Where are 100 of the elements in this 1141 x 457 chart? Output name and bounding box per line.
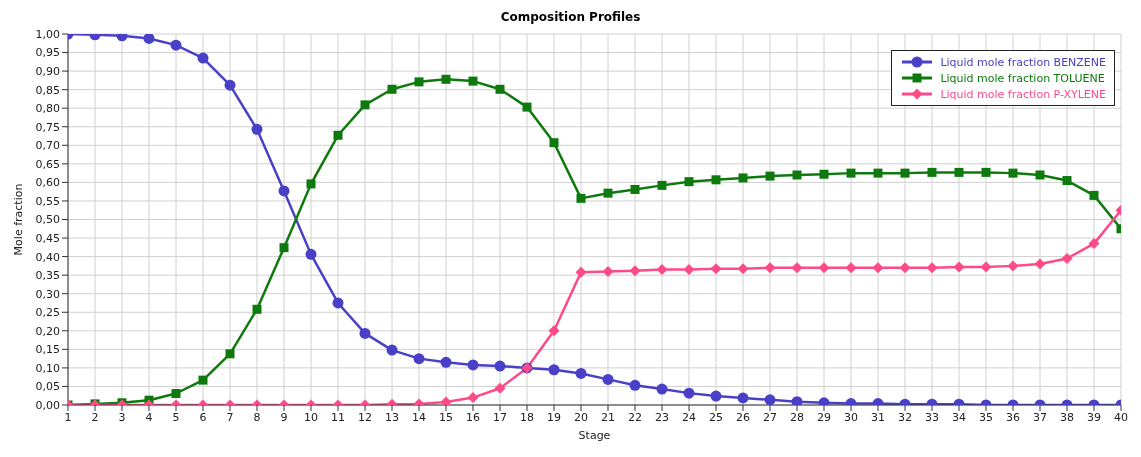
- point: [710, 263, 722, 275]
- y-tick-label: 0,30: [35, 287, 60, 301]
- x-axis-title: Stage: [578, 429, 611, 442]
- x-tick-label: 6: [199, 410, 207, 424]
- point: [548, 325, 560, 337]
- x-tick-label: 4: [145, 410, 153, 424]
- x-tick-label: 39: [1087, 410, 1101, 424]
- point: [737, 392, 749, 404]
- legend-label: Liquid mole fraction P-XYLENE: [940, 87, 1106, 101]
- chart-title: Composition Profiles: [499, 9, 642, 26]
- point: [953, 261, 965, 273]
- point: [764, 394, 776, 405]
- point: [683, 264, 695, 276]
- x-tick-label: 17: [493, 410, 507, 424]
- y-tick-label: 0,15: [35, 343, 60, 357]
- point: [224, 79, 236, 91]
- point: [440, 396, 452, 405]
- point: [683, 387, 695, 399]
- point: [630, 184, 640, 194]
- point: [656, 264, 668, 276]
- y-tick-label: 0,70: [35, 139, 60, 153]
- point: [441, 74, 451, 84]
- y-tick-label: 0,10: [35, 361, 60, 375]
- y-tick-label: 0,35: [35, 269, 60, 283]
- x-tick-label: 36: [1006, 410, 1020, 424]
- point: [954, 167, 964, 177]
- point: [711, 175, 721, 185]
- point: [197, 52, 209, 64]
- point: [845, 262, 857, 274]
- point: [170, 39, 182, 51]
- point: [1008, 168, 1018, 178]
- y-tick-label: 0,00: [35, 398, 60, 412]
- y-tick-label: 0,20: [35, 324, 60, 338]
- point: [467, 392, 479, 404]
- x-tick-label: 37: [1033, 410, 1047, 424]
- x-tick-label: 25: [709, 410, 723, 424]
- point: [171, 389, 181, 398]
- x-tick-label: 1: [64, 410, 72, 424]
- point: [900, 168, 910, 178]
- point: [413, 353, 425, 365]
- point: [1034, 258, 1046, 270]
- x-tick-label: 7: [226, 410, 234, 424]
- point: [414, 77, 424, 87]
- y-tick-label: 0,50: [35, 213, 60, 227]
- point: [440, 356, 452, 368]
- point: [522, 102, 532, 112]
- point: [981, 167, 991, 177]
- point: [1035, 170, 1045, 180]
- y-tick-label: 0,80: [35, 102, 60, 116]
- y-tick-label: 0,45: [35, 231, 60, 245]
- point: [386, 344, 398, 356]
- x-tick-label: 28: [790, 410, 804, 424]
- x-tick-label: 40: [1114, 410, 1128, 424]
- x-tick-label: 15: [439, 410, 453, 424]
- point: [468, 76, 478, 86]
- y-tick-label: 0,85: [35, 83, 60, 97]
- x-tick-label: 24: [682, 410, 696, 424]
- x-tick-label: 32: [898, 410, 912, 424]
- x-tick-label: 3: [118, 410, 126, 424]
- x-tick-label: 8: [253, 410, 261, 424]
- y-tick-label: 0,75: [35, 120, 60, 134]
- y-tick-label: 0,60: [35, 176, 60, 190]
- y-tick-label: 1,00: [35, 27, 60, 41]
- x-tick-label: 23: [655, 410, 669, 424]
- point: [980, 261, 992, 273]
- point: [602, 373, 614, 385]
- point: [467, 359, 479, 371]
- point: [198, 375, 208, 385]
- point: [899, 262, 911, 274]
- x-tick-label: 29: [817, 410, 831, 424]
- point: [548, 364, 560, 376]
- x-tick-label: 31: [871, 410, 885, 424]
- x-tick-label: 14: [412, 410, 426, 424]
- point: [818, 262, 830, 274]
- point: [360, 100, 370, 110]
- point: [494, 382, 506, 394]
- point: [602, 265, 614, 277]
- legend-label: Liquid mole fraction BENZENE: [940, 55, 1106, 69]
- point: [819, 169, 829, 179]
- x-tick-label: 9: [280, 410, 288, 424]
- x-tick-label: 30: [844, 410, 858, 424]
- point: [791, 262, 803, 274]
- point: [332, 297, 344, 309]
- y-tick-label: 0,65: [35, 157, 60, 171]
- point: [629, 265, 641, 277]
- point: [792, 170, 802, 180]
- x-tick-label: 16: [466, 410, 480, 424]
- x-tick-label: 20: [574, 410, 588, 424]
- point: [873, 168, 883, 178]
- point: [278, 185, 290, 197]
- x-tick-label: 34: [952, 410, 966, 424]
- point: [656, 383, 668, 395]
- legend-label: Liquid mole fraction TOLUENE: [940, 71, 1105, 85]
- point: [872, 262, 884, 274]
- point: [143, 34, 155, 44]
- point: [927, 167, 937, 177]
- point: [252, 304, 262, 314]
- point: [926, 262, 938, 274]
- point: [495, 84, 505, 94]
- y-tick-label: 0,05: [35, 380, 60, 394]
